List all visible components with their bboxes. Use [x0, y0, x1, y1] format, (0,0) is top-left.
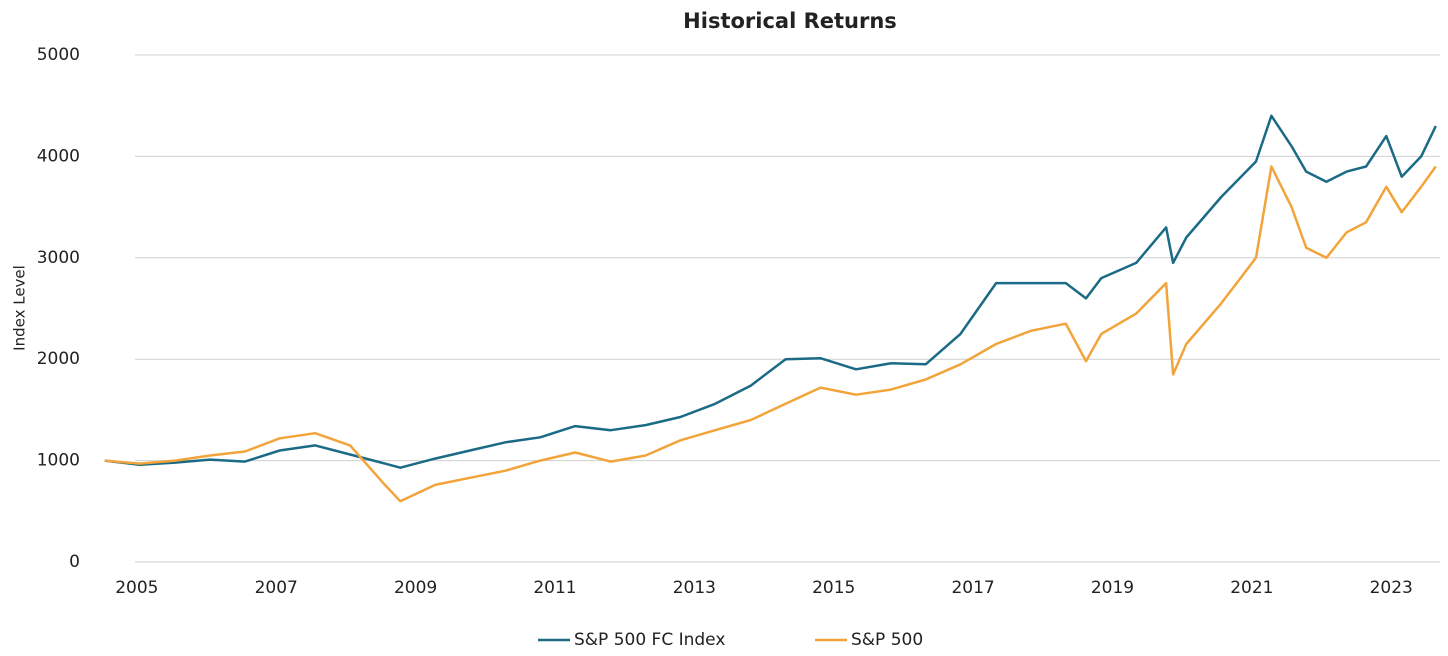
y-tick-label: 0 [69, 552, 80, 572]
y-tick-label: 3000 [37, 248, 80, 268]
x-tick-label: 2023 [1370, 578, 1413, 598]
x-tick-label: 2017 [951, 578, 994, 598]
legend-label: S&P 500 FC Index [574, 630, 725, 650]
x-tick-label: 2007 [255, 578, 298, 598]
y-tick-label: 1000 [37, 451, 80, 471]
x-tick-label: 2005 [115, 578, 158, 598]
series-line [104, 165, 1437, 503]
legend-label: S&P 500 [851, 630, 923, 650]
x-tick-label: 2013 [673, 578, 716, 598]
x-tick-label: 2019 [1091, 578, 1134, 598]
y-tick-label: 5000 [37, 45, 80, 65]
series-line [104, 114, 1437, 469]
x-tick-label: 2015 [812, 578, 855, 598]
x-tick-label: 2011 [533, 578, 576, 598]
x-tick-label: 2021 [1230, 578, 1273, 598]
y-tick-label: 2000 [37, 349, 80, 369]
y-tick-label: 4000 [37, 146, 80, 166]
y-axis-label: Index Level [11, 265, 29, 351]
chart-title: Historical Returns [683, 9, 897, 33]
x-tick-label: 2009 [394, 578, 437, 598]
